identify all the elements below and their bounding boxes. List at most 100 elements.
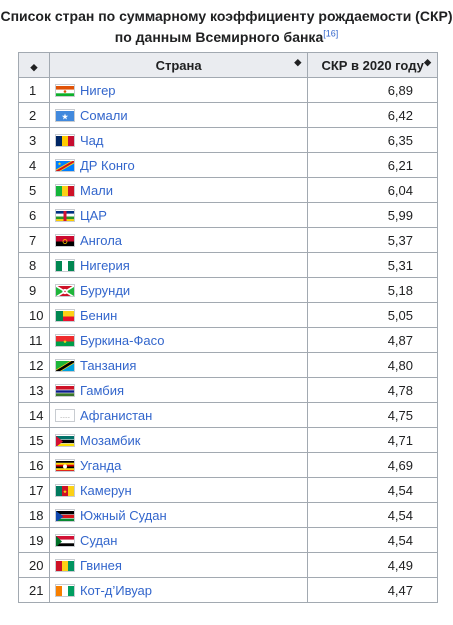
value-cell: 4,75 <box>307 402 438 428</box>
country-cell: ЦАР <box>48 202 309 228</box>
reference-link[interactable]: [16] <box>323 28 339 39</box>
value-cell: 6,35 <box>307 127 438 153</box>
drc-flag-icon <box>54 159 75 173</box>
sort-icon[interactable]: ◆ <box>424 57 431 67</box>
country-link[interactable]: Сомали <box>79 108 128 124</box>
country-cell: Гамбия <box>48 377 309 403</box>
value-column-header[interactable]: СКР в 2020 году ◆ <box>307 52 438 78</box>
rank-cell: 12 <box>18 352 50 378</box>
burundi-flag-icon <box>54 284 75 298</box>
country-cell: Буркина-Фасо <box>48 327 309 353</box>
rank-cell: 4 <box>18 152 50 178</box>
rank-cell: 3 <box>18 127 50 153</box>
table-row: 9 Бурунди 5,18 <box>18 277 438 303</box>
table-row: 16 Уганда 4,69 <box>18 452 438 478</box>
value-cell: 5,99 <box>307 202 438 228</box>
table-row: 7 Ангола 5,37 <box>18 227 438 253</box>
rank-cell: 2 <box>18 102 50 128</box>
country-link[interactable]: Мали <box>79 183 114 199</box>
table-row: 2 Сомали 6,42 <box>18 102 438 128</box>
rank-cell: 15 <box>18 427 50 453</box>
rank-cell: 19 <box>18 527 50 553</box>
country-link[interactable]: ДР Конго <box>79 158 135 174</box>
sort-icon[interactable]: ◆ <box>294 57 302 67</box>
country-link[interactable]: Нигерия <box>79 258 130 274</box>
table-row: 17 Камерун 4,54 <box>18 477 438 503</box>
country-link[interactable]: Уганда <box>79 458 122 474</box>
country-link[interactable]: Гамбия <box>79 383 125 399</box>
table-row: 12 Танзания 4,80 <box>18 352 438 378</box>
country-cell: Кот-д’Ивуар <box>48 577 309 603</box>
value-cell: 6,04 <box>307 177 438 203</box>
table-row: 14 ~~~~ Афганистан 4,75 <box>18 402 438 428</box>
value-cell: 6,89 <box>307 77 438 103</box>
country-link[interactable]: Южный Судан <box>79 508 167 524</box>
value-cell: 5,05 <box>307 302 438 328</box>
table-caption: Список стран по суммарному коэффициенту … <box>0 0 453 45</box>
table-row: 8 Нигерия 5,31 <box>18 252 438 278</box>
country-link[interactable]: Чад <box>79 133 104 149</box>
value-cell: 4,78 <box>307 377 438 403</box>
table-row: 15 Мозамбик 4,71 <box>18 427 438 453</box>
value-cell: 6,42 <box>307 102 438 128</box>
uganda-flag-icon <box>54 459 75 473</box>
country-cell: Нигерия <box>48 252 309 278</box>
value-cell: 4,69 <box>307 452 438 478</box>
value-cell: 4,87 <box>307 327 438 353</box>
caption-line-1: Список стран по суммарному коэффициенту … <box>0 8 453 24</box>
sort-icon[interactable]: ◆ <box>30 61 38 72</box>
table-row: 13 Гамбия 4,78 <box>18 377 438 403</box>
country-cell: Бурунди <box>48 277 309 303</box>
mali-flag-icon <box>54 184 75 198</box>
rank-cell: 16 <box>18 452 50 478</box>
country-cell: Сомали <box>48 102 309 128</box>
country-link[interactable]: Нигер <box>79 83 116 99</box>
value-cell: 5,31 <box>307 252 438 278</box>
country-link[interactable]: Бурунди <box>79 283 131 299</box>
table-header-row: ◆ Страна ◆ СКР в 2020 году ◆ <box>18 52 438 78</box>
country-link[interactable]: Бенин <box>79 308 118 324</box>
guinea-flag-icon <box>54 559 75 573</box>
country-link[interactable]: Ангола <box>79 233 123 249</box>
caption-line-2: по данным Всемирного банка[16] <box>0 27 453 48</box>
rank-column-header[interactable]: ◆ <box>18 52 50 78</box>
country-cell: Мозамбик <box>48 427 309 453</box>
country-link[interactable]: Кот-д’Ивуар <box>79 583 153 599</box>
table-row: 1 Нигер 6,89 <box>18 77 438 103</box>
country-cell: Мали <box>48 177 309 203</box>
sudan-flag-icon <box>54 534 75 548</box>
table-row: 6 ЦАР 5,99 <box>18 202 438 228</box>
country-link[interactable]: Буркина-Фасо <box>79 333 165 349</box>
country-link[interactable]: Танзания <box>79 358 137 374</box>
country-link[interactable]: Гвинея <box>79 558 122 574</box>
value-cell: 5,37 <box>307 227 438 253</box>
car-flag-icon <box>54 209 75 223</box>
south-sudan-flag-icon <box>54 509 75 523</box>
svg-text:~~~~: ~~~~ <box>60 415 71 419</box>
country-column-header[interactable]: Страна ◆ <box>48 52 309 78</box>
country-link[interactable]: Камерун <box>79 483 132 499</box>
rank-cell: 10 <box>18 302 50 328</box>
country-link[interactable]: Афганистан <box>79 408 153 424</box>
mozambique-flag-icon <box>54 434 75 448</box>
country-link[interactable]: Мозамбик <box>79 433 141 449</box>
country-cell: Уганда <box>48 452 309 478</box>
country-cell: ~~~~ Афганистан <box>48 402 309 428</box>
country-cell: Судан <box>48 527 309 553</box>
value-cell: 6,21 <box>307 152 438 178</box>
country-cell: ДР Конго <box>48 152 309 178</box>
rank-cell: 6 <box>18 202 50 228</box>
country-link[interactable]: Судан <box>79 533 118 549</box>
country-link[interactable]: ЦАР <box>79 208 107 224</box>
rank-cell: 17 <box>18 477 50 503</box>
rank-cell: 8 <box>18 252 50 278</box>
afghanistan-flag-icon: ~~~~ <box>54 409 75 423</box>
table-row: 11 Буркина-Фасо 4,87 <box>18 327 438 353</box>
rank-cell: 21 <box>18 577 50 603</box>
rank-cell: 13 <box>18 377 50 403</box>
country-cell: Гвинея <box>48 552 309 578</box>
rank-cell: 1 <box>18 77 50 103</box>
angola-flag-icon <box>54 234 75 248</box>
rank-cell: 20 <box>18 552 50 578</box>
ivory-coast-flag-icon <box>54 584 75 598</box>
